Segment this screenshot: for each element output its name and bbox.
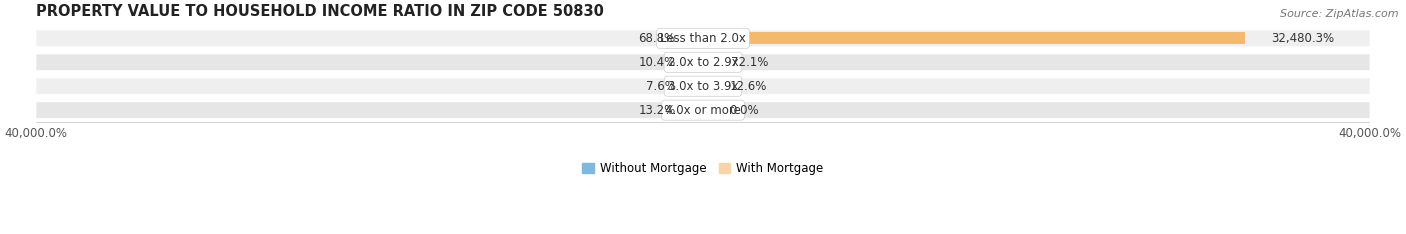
FancyBboxPatch shape bbox=[35, 30, 1371, 47]
Text: 2.0x to 2.9x: 2.0x to 2.9x bbox=[668, 56, 738, 69]
Legend: Without Mortgage, With Mortgage: Without Mortgage, With Mortgage bbox=[578, 157, 828, 180]
Text: 4.0x or more: 4.0x or more bbox=[665, 104, 741, 117]
FancyBboxPatch shape bbox=[35, 78, 1371, 95]
Text: 68.8%: 68.8% bbox=[638, 32, 675, 45]
Text: 32,480.3%: 32,480.3% bbox=[1271, 32, 1334, 45]
Text: Less than 2.0x: Less than 2.0x bbox=[659, 32, 747, 45]
Text: 13.2%: 13.2% bbox=[638, 104, 676, 117]
Text: 7.6%: 7.6% bbox=[647, 80, 676, 93]
FancyBboxPatch shape bbox=[35, 54, 1371, 71]
Text: Source: ZipAtlas.com: Source: ZipAtlas.com bbox=[1281, 9, 1399, 19]
Text: PROPERTY VALUE TO HOUSEHOLD INCOME RATIO IN ZIP CODE 50830: PROPERTY VALUE TO HOUSEHOLD INCOME RATIO… bbox=[35, 4, 603, 19]
Bar bbox=[703, 32, 1244, 44]
FancyBboxPatch shape bbox=[35, 102, 1371, 119]
Text: 72.1%: 72.1% bbox=[731, 56, 768, 69]
Text: 12.6%: 12.6% bbox=[730, 80, 768, 93]
Text: 10.4%: 10.4% bbox=[638, 56, 676, 69]
Text: 3.0x to 3.9x: 3.0x to 3.9x bbox=[668, 80, 738, 93]
Text: 0.0%: 0.0% bbox=[730, 104, 759, 117]
